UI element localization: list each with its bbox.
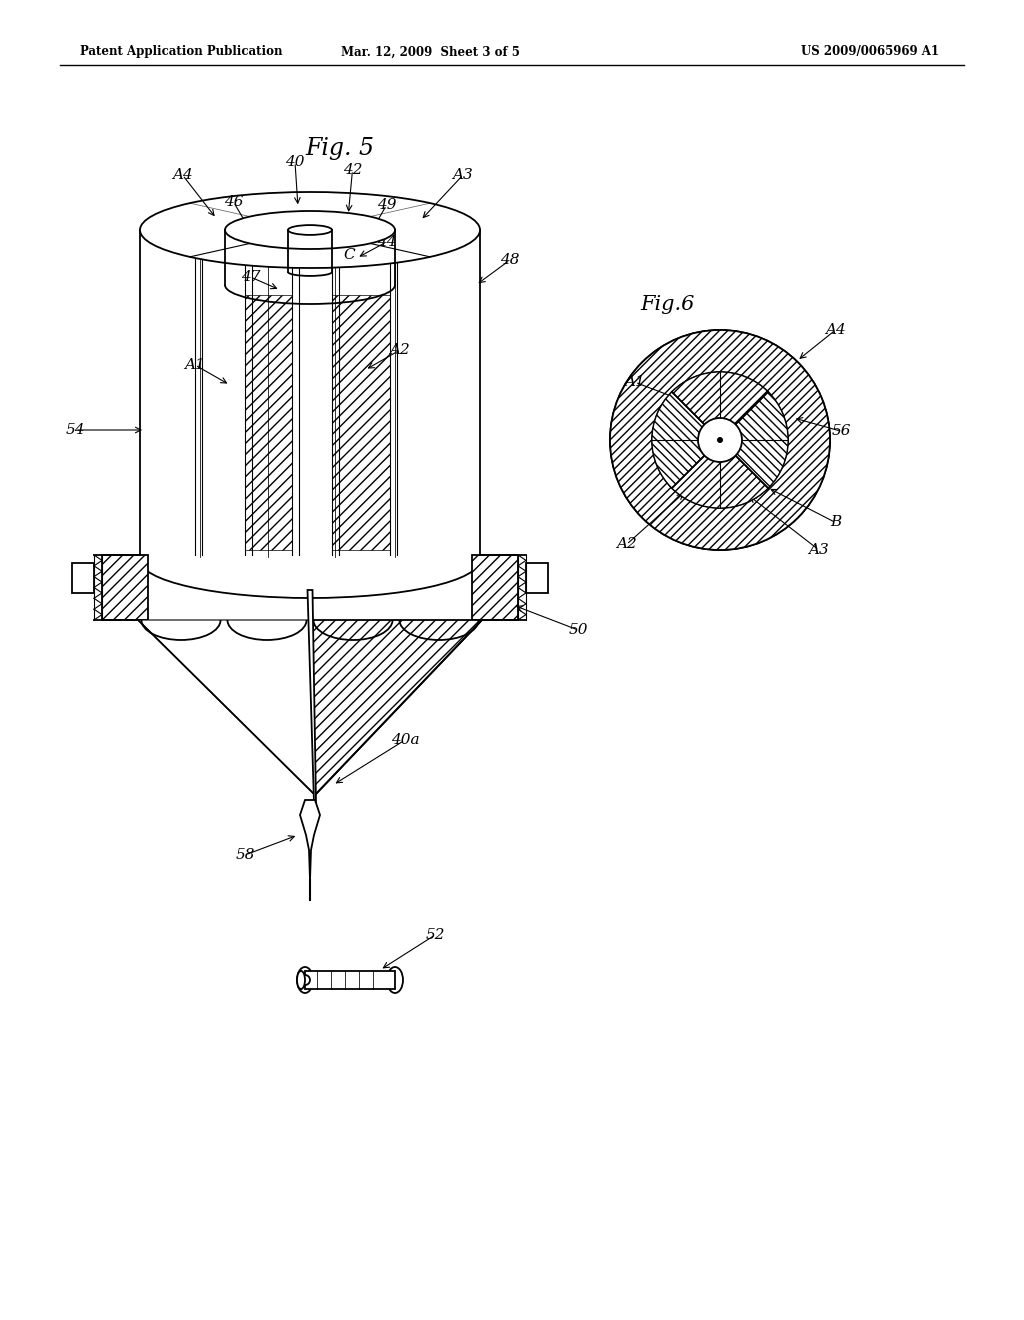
Bar: [245, 294, 292, 550]
Text: A4: A4: [825, 323, 846, 337]
Text: 47: 47: [241, 271, 260, 284]
Text: US 2009/0065969 A1: US 2009/0065969 A1: [801, 45, 939, 58]
Wedge shape: [672, 372, 768, 440]
Text: 46: 46: [224, 195, 244, 209]
Text: B: B: [300, 238, 311, 252]
Ellipse shape: [387, 968, 403, 993]
Text: A4: A4: [172, 168, 193, 182]
Polygon shape: [138, 620, 315, 795]
Polygon shape: [310, 620, 482, 795]
Text: 56: 56: [831, 424, 851, 438]
Text: A2: A2: [616, 537, 637, 552]
Polygon shape: [300, 800, 319, 880]
Circle shape: [717, 437, 723, 444]
Text: A2: A2: [389, 343, 411, 356]
Text: Fig.6: Fig.6: [640, 296, 694, 314]
Circle shape: [300, 975, 310, 985]
Bar: [305, 972, 395, 989]
Text: A1: A1: [625, 375, 645, 389]
Circle shape: [610, 330, 830, 550]
Text: A1: A1: [184, 358, 206, 372]
Wedge shape: [672, 440, 768, 508]
Text: 49: 49: [377, 198, 396, 213]
Text: 44: 44: [377, 235, 396, 249]
Bar: [332, 294, 390, 550]
Circle shape: [698, 418, 742, 462]
Text: 54: 54: [66, 422, 85, 437]
Text: 52: 52: [425, 928, 444, 942]
Bar: [102, 554, 148, 620]
Text: B: B: [829, 516, 841, 529]
Text: 48: 48: [501, 253, 520, 267]
Text: Patent Application Publication: Patent Application Publication: [80, 45, 283, 58]
Text: 40a: 40a: [391, 733, 419, 747]
Text: Mar. 12, 2009  Sheet 3 of 5: Mar. 12, 2009 Sheet 3 of 5: [341, 45, 519, 58]
Text: C: C: [344, 248, 355, 261]
Ellipse shape: [288, 226, 332, 235]
Ellipse shape: [225, 211, 395, 249]
Wedge shape: [610, 330, 830, 550]
Text: 58: 58: [236, 847, 255, 862]
Text: Fig. 5: Fig. 5: [305, 136, 375, 160]
Bar: [526, 564, 548, 593]
Bar: [72, 564, 94, 593]
Text: 42: 42: [343, 162, 362, 177]
Text: A3: A3: [453, 168, 473, 182]
Polygon shape: [307, 590, 316, 803]
Text: 40: 40: [286, 154, 305, 169]
Wedge shape: [720, 392, 788, 488]
Text: C: C: [740, 416, 753, 429]
Wedge shape: [652, 392, 720, 488]
Ellipse shape: [297, 972, 305, 989]
Ellipse shape: [297, 968, 313, 993]
Text: 50: 50: [568, 623, 588, 638]
Bar: [472, 554, 518, 620]
Ellipse shape: [140, 191, 480, 268]
Text: A3: A3: [809, 543, 829, 557]
